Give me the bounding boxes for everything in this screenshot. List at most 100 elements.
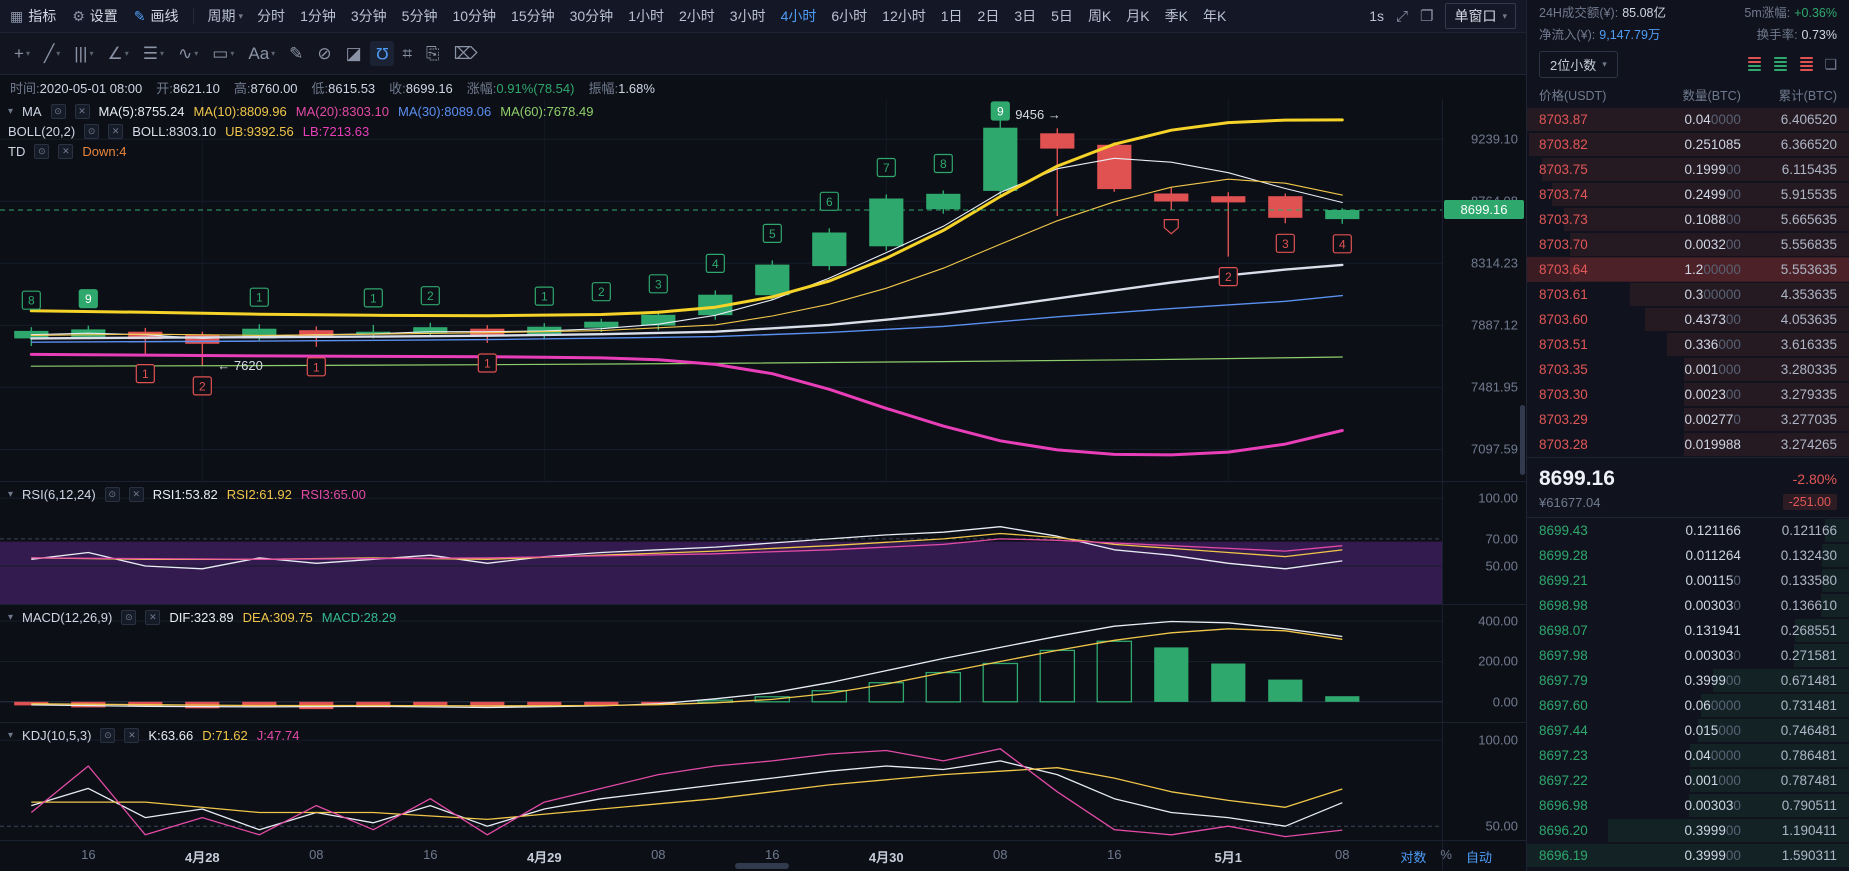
shape-tool[interactable]: ▭ ▾ [206,41,240,66]
rsi-axis[interactable]: 100.00 70.00 50.00 [1442,482,1526,604]
period-tab-6小时[interactable]: 6小时 [831,8,868,24]
indicator-close-icon[interactable]: ✕ [58,144,74,159]
text-tool[interactable]: Aa ▾ [242,41,281,66]
ask-row[interactable]: 8703.35 0.001000 3.280335 [1527,357,1849,382]
period-tab-3日[interactable]: 3日 [1014,8,1037,24]
period-tab-2日[interactable]: 2日 [977,8,1000,24]
depth-all-icon[interactable] [1746,55,1763,73]
period-tab-2小时[interactable]: 2小时 [678,8,715,24]
ask-row[interactable]: 8703.74 0.249900 5.915535 [1527,182,1849,207]
delete-tool[interactable]: ⌦ [448,41,484,66]
period-menu[interactable]: 周期 ▾ [208,6,244,26]
scale-toggle-自动[interactable]: 自动 [1465,850,1492,865]
period-tab-年K[interactable]: 年K [1202,8,1227,24]
period-tab-月K[interactable]: 月K [1126,8,1150,24]
crosshair-tool[interactable]: + ▾ [8,41,36,66]
indicator-settings-icon[interactable]: ⊙ [50,104,66,119]
fullscreen-icon[interactable]: ⤢ [1396,7,1409,25]
ask-row[interactable]: 8703.87 0.040000 6.406520 [1527,107,1849,132]
period-tab-分时[interactable]: 分时 [257,8,286,24]
indicator-settings-icon[interactable]: ⊙ [84,124,100,139]
ask-row[interactable]: 8703.82 0.251085 6.366520 [1527,132,1849,157]
magnet-tool[interactable]: Ω [369,41,395,66]
measure-tool[interactable]: ⌗ [396,41,418,66]
ask-row[interactable]: 8703.29 0.002770 3.277035 [1527,407,1849,432]
ask-row[interactable]: 8703.73 0.108800 5.665635 [1527,207,1849,232]
period-tab-1小时[interactable]: 1小时 [628,8,664,24]
bid-row[interactable]: 8697.44 0.015000 0.746481 [1527,718,1849,743]
ask-row[interactable]: 8703.61 0.300000 4.353635 [1527,282,1849,307]
vertical-scrollbar[interactable] [1520,405,1525,475]
period-tab-10分钟[interactable]: 10分钟 [452,8,497,24]
ask-row[interactable]: 8703.75 0.199900 6.115435 [1527,157,1849,182]
bid-row[interactable]: 8699.28 0.011264 0.132430 [1527,543,1849,568]
period-tab-3分钟[interactable]: 3分钟 [350,8,387,24]
bid-row[interactable]: 8698.98 0.003030 0.136610 [1527,593,1849,618]
ask-row[interactable]: 8703.28 0.019988 3.274265 [1527,432,1849,457]
indicator-close-icon[interactable]: ✕ [108,124,124,139]
horizontal-scrollbar[interactable] [735,863,789,869]
scale-toggle-对数[interactable]: 对数 [1400,850,1427,865]
bid-row[interactable]: 8697.79 0.399900 0.671481 [1527,668,1849,693]
period-tab-3小时[interactable]: 3小时 [729,8,766,24]
period-tab-12小时[interactable]: 12小时 [882,8,926,24]
parallel-lines-tool[interactable]: ☰ ▾ [137,41,170,66]
indicator-close-icon[interactable]: ✕ [124,728,140,743]
bid-row[interactable]: 8696.98 0.003030 0.790511 [1527,793,1849,818]
bid-row[interactable]: 8698.07 0.131941 0.268551 [1527,618,1849,643]
toolbar-item-设置[interactable]: ⚙ 设置 [72,6,118,26]
link-tool[interactable]: ⊘ [311,41,337,66]
bid-row[interactable]: 8699.43 0.121166 0.121166 [1527,518,1849,543]
bid-row[interactable]: 8699.21 0.001150 0.133580 [1527,568,1849,593]
ask-row[interactable]: 8703.51 0.336000 3.616335 [1527,332,1849,357]
bid-row[interactable]: 8697.60 0.060000 0.731481 [1527,693,1849,718]
bid-row[interactable]: 8697.98 0.003030 0.271581 [1527,643,1849,668]
bid-row[interactable]: 8696.20 0.399900 1.190411 [1527,818,1849,843]
trendline-tool[interactable]: ╱ ▾ [38,41,66,66]
indicator-close-icon[interactable]: ✕ [145,610,161,625]
ask-row[interactable]: 8703.30 0.002300 3.279335 [1527,382,1849,407]
toolbar-item-画线[interactable]: ✎ 画线 [134,6,179,26]
multi-window-icon[interactable]: ❐ [1420,8,1434,25]
indicator-close-icon[interactable]: ✕ [74,104,90,119]
collapse-icon[interactable]: ▾ [8,730,14,741]
toolbar-item-指标[interactable]: ▦ 指标 [10,6,56,26]
period-tab-4小时[interactable]: 4小时 [780,8,817,24]
decimals-select[interactable]: 2位小数 ▾ [1539,50,1618,78]
price-axis[interactable]: 9239.108764.088314.237887.127481.957097.… [1442,99,1526,481]
snapshot-tool[interactable]: ⎘ [420,41,446,66]
indicator-settings-icon[interactable]: ⊙ [34,144,50,159]
ask-row[interactable]: 8703.64 1.200000 5.553635 [1527,257,1849,282]
refresh-interval-label[interactable]: 1s [1369,8,1384,24]
indicator-settings-icon[interactable]: ⊙ [104,487,120,502]
rsi-chart[interactable] [0,482,1442,604]
period-tab-30分钟[interactable]: 30分钟 [569,8,614,24]
period-tab-5分钟[interactable]: 5分钟 [401,8,438,24]
scale-toggle-%[interactable]: % [1440,847,1452,862]
collapse-icon[interactable]: ▾ [8,489,14,500]
kdj-chart[interactable] [0,723,1442,840]
bid-row[interactable]: 8697.22 0.001000 0.787481 [1527,768,1849,793]
period-tab-15分钟[interactable]: 15分钟 [511,8,555,24]
brush-tool[interactable]: ✎ [283,41,309,66]
bid-row[interactable]: 8696.19 0.399900 1.590311 [1527,843,1849,868]
collapse-icon[interactable]: ▾ [8,106,14,117]
period-tab-季K[interactable]: 季K [1164,8,1188,24]
period-tab-1分钟[interactable]: 1分钟 [300,8,336,24]
depth-asks-icon[interactable] [1798,55,1815,73]
angle-tool[interactable]: ∠ ▾ [101,41,134,66]
period-tab-周K[interactable]: 周K [1087,8,1112,24]
period-tab-5日[interactable]: 5日 [1051,8,1073,24]
fib-retracement-tool[interactable]: ||| ▾ [68,41,99,66]
window-mode-select[interactable]: 单窗口 ▾ [1445,3,1516,29]
ask-row[interactable]: 8703.60 0.437300 4.053635 [1527,307,1849,332]
indicator-settings-icon[interactable]: ⊙ [121,610,137,625]
ask-row[interactable]: 8703.70 0.003200 5.556835 [1527,232,1849,257]
orderbook-layout-icon[interactable]: ❏ [1824,55,1837,72]
eraser-tool[interactable]: ◪ [340,41,368,66]
kdj-axis[interactable]: 100.00 50.00 [1442,723,1526,840]
elliott-wave-tool[interactable]: ∿ ▾ [172,41,204,66]
macd-axis[interactable]: 400.00 200.00 0.00 [1442,605,1526,722]
time-axis[interactable]: 16 4月28 08 16 4月29 08 16 4月30 08 16 5月1 08 对数% 自动 [0,840,1526,871]
collapse-icon[interactable]: ▾ [8,612,14,623]
